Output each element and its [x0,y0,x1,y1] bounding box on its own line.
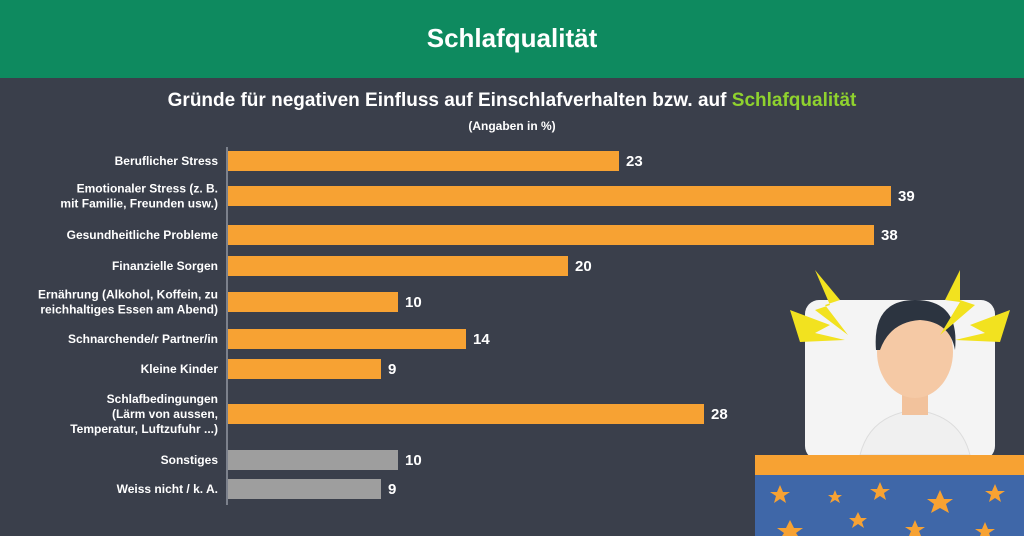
bar [228,404,704,424]
category-label: Schlafbedingungen [107,392,218,406]
bar [228,151,619,171]
bar [228,450,398,470]
category-label: reichhaltiges Essen am Abend) [40,303,218,317]
category-label: mit Familie, Freunden usw.) [60,197,218,211]
bar [228,292,398,312]
title-text: Gründe für negativen Einfluss auf Einsch… [168,90,728,111]
value-label: 28 [711,406,728,423]
category-label: Ernährung (Alkohol, Koffein, zu [38,288,218,302]
category-label: Schnarchende/r Partner/in [68,332,218,346]
category-label: Finanzielle Sorgen [112,259,218,273]
title-highlight: Schlafqualität [732,90,857,111]
value-label: 23 [626,153,643,170]
bar [228,479,381,499]
category-label: Sonstiges [161,453,219,467]
category-label: Beruflicher Stress [115,154,219,168]
value-label: 14 [473,331,490,348]
bar [228,186,891,206]
value-label: 10 [405,294,422,311]
category-label: Temperatur, Luftzufuhr ...) [70,422,218,436]
value-label: 20 [575,258,592,275]
header-bar [0,0,1024,78]
category-label: Weiss nicht / k. A. [117,482,218,496]
bar [228,256,568,276]
value-label: 9 [388,481,396,498]
illustration [755,270,1024,536]
category-label: Gesundheitliche Probleme [67,228,219,242]
category-label: Kleine Kinder [141,362,219,376]
value-label: 9 [388,361,396,378]
category-label: (Lärm von aussen, [112,407,218,421]
header-title: Schlafqualität [427,23,598,53]
chart-subtitle: (Angaben in %) [468,119,555,133]
bar [228,359,381,379]
category-label: Emotionaler Stress (z. B. [77,182,218,196]
bar [228,225,874,245]
bar [228,329,466,349]
value-label: 10 [405,452,422,469]
value-label: 38 [881,227,898,244]
value-label: 39 [898,188,915,205]
chart-title: Gründe für negativen Einfluss auf Einsch… [168,90,857,111]
